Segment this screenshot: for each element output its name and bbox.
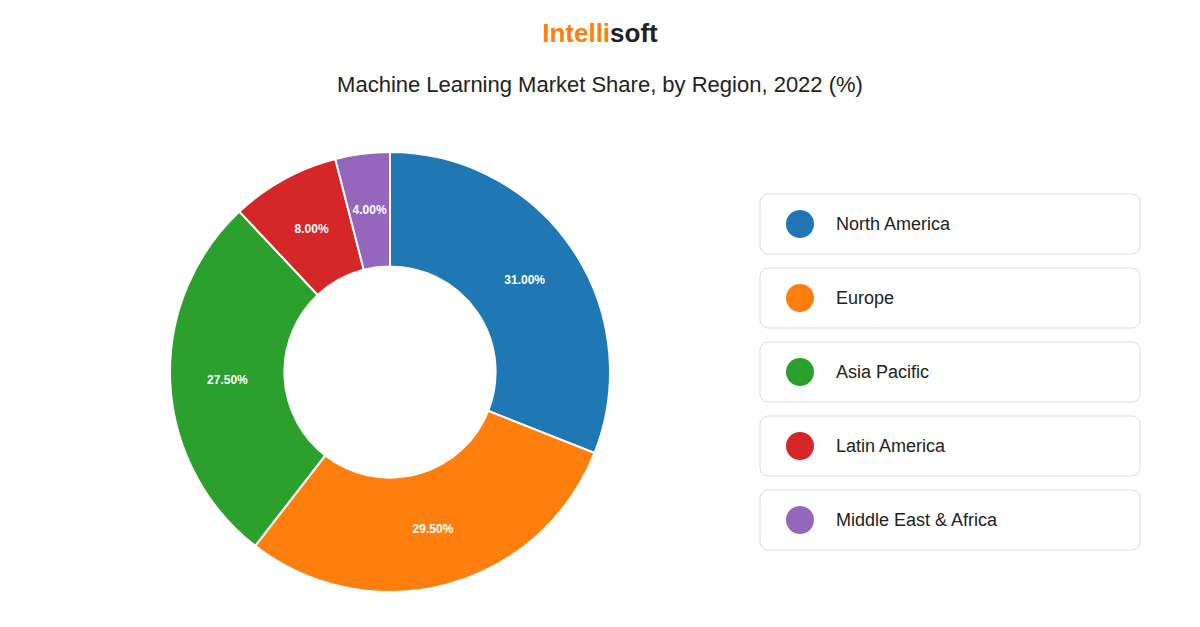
legend-swatch xyxy=(786,506,814,534)
legend-label: North America xyxy=(836,214,951,234)
chart: Intellisoft Machine Learning Market Share… xyxy=(0,0,1200,627)
legend-box xyxy=(760,490,1140,550)
legend-box xyxy=(760,194,1140,254)
data-label: 29.50% xyxy=(413,522,454,536)
legend-label: Asia Pacific xyxy=(836,362,929,382)
legend-item: Latin America xyxy=(760,416,1140,476)
legend-box xyxy=(760,268,1140,328)
data-label: 8.00% xyxy=(295,222,329,236)
legend-swatch xyxy=(786,432,814,460)
legend-box xyxy=(760,342,1140,402)
legend-item: Asia Pacific xyxy=(760,342,1140,402)
legend-swatch xyxy=(786,210,814,238)
data-label: 31.00% xyxy=(504,273,545,287)
annotation: soft xyxy=(610,18,658,48)
annotation: Intelli xyxy=(542,18,610,48)
slice xyxy=(390,152,610,453)
legend-item: North America xyxy=(760,194,1140,254)
brand: Intellisoft xyxy=(542,18,658,48)
title: Machine Learning Market Share, by Region… xyxy=(337,72,863,97)
data-label: 4.00% xyxy=(353,203,387,217)
legend-swatch xyxy=(786,358,814,386)
legend-item: Middle East & Africa xyxy=(760,490,1140,550)
legend-box xyxy=(760,416,1140,476)
legend-swatch xyxy=(786,284,814,312)
legend-item: Europe xyxy=(760,268,1140,328)
legend-label: Latin America xyxy=(836,436,946,456)
data-labels: 31.00% 29.50% 27.50% 8.00% 4.00% xyxy=(207,203,545,536)
data-label: 27.50% xyxy=(207,373,248,387)
legend-label: Middle East & Africa xyxy=(836,510,998,530)
legend: North America Europe Asia Pacific Latin Ame… xyxy=(760,194,1140,550)
plot xyxy=(170,152,610,592)
legend-label: Europe xyxy=(836,288,894,308)
slice xyxy=(335,152,390,270)
